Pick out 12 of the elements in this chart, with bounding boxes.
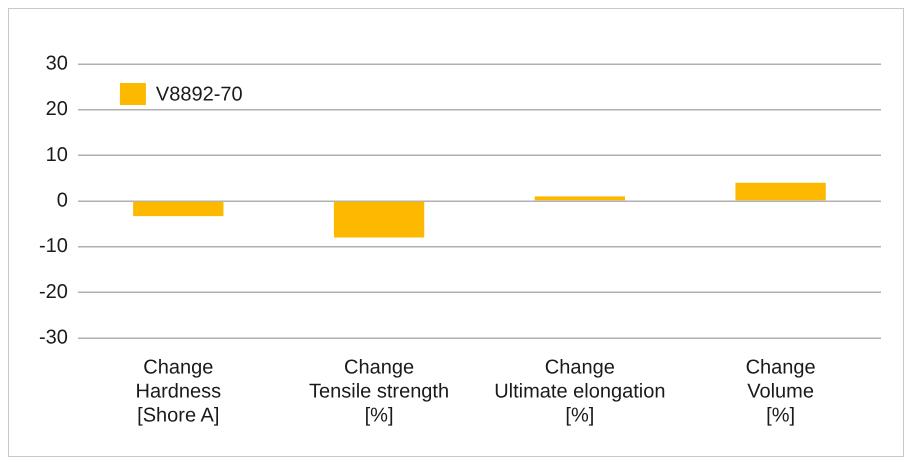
x-tick-label: Change Hardness [Shore A] xyxy=(135,356,222,427)
y-tick-label: 30 xyxy=(46,52,68,75)
y-tick-label: -10 xyxy=(39,235,68,258)
legend-label: V8892-70 xyxy=(156,84,243,106)
y-tick-label: 20 xyxy=(46,98,68,120)
y-tick-label: 0 xyxy=(56,190,68,212)
x-tick-label: Change Volume [%] xyxy=(746,356,816,427)
x-tick-label: Change Ultimate elongation [%] xyxy=(494,356,666,427)
y-tick-label: -30 xyxy=(39,326,68,349)
y-tick-label: -20 xyxy=(39,280,68,303)
y-tick-label: 10 xyxy=(46,144,68,166)
x-tick-label: Change Tensile strength [%] xyxy=(309,356,450,427)
